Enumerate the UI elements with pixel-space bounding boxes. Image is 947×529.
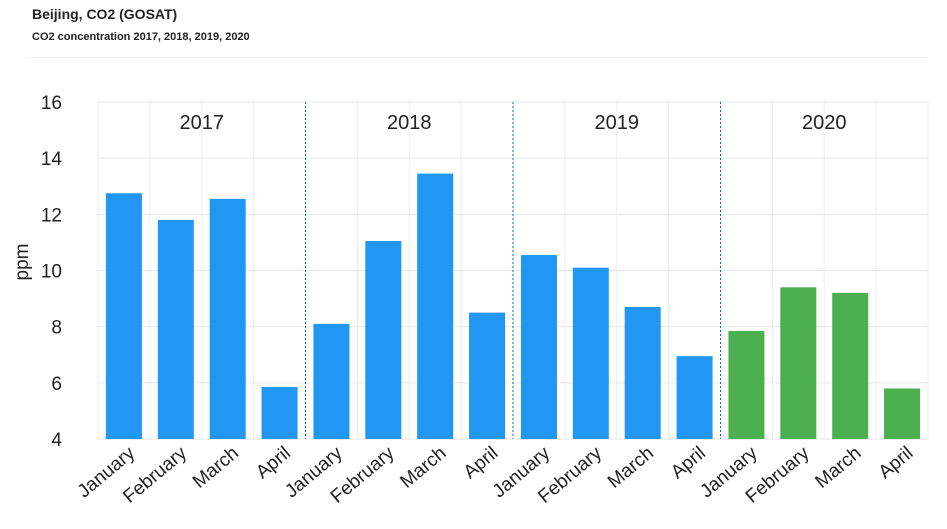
year-separators [305, 102, 721, 439]
bar [469, 312, 506, 439]
bar [365, 241, 402, 439]
year-group-label: 2019 [595, 112, 640, 134]
x-tick-label: March [189, 443, 243, 493]
year-group-label: 2020 [802, 112, 847, 134]
x-tick-label: March [604, 443, 658, 493]
year-group-label: 2018 [387, 112, 432, 134]
x-tick-label: April [667, 443, 710, 484]
bars [105, 173, 921, 440]
chart-title: Beijing, CO2 (GOSAT) [32, 6, 178, 22]
header-divider [28, 57, 928, 58]
year-group-label: 2017 [180, 112, 225, 134]
y-tick-label: 16 [41, 93, 62, 114]
y-axis-label: ppm [12, 244, 33, 281]
x-tick-label: April [252, 443, 295, 484]
bar [261, 387, 298, 439]
bar [105, 193, 142, 439]
bar [572, 267, 609, 439]
x-tick-label: March [396, 443, 450, 493]
y-tick-label: 6 [51, 374, 62, 395]
bar [417, 173, 454, 440]
chart-subtitle: CO2 concentration 2017, 2018, 2019, 2020 [32, 31, 250, 43]
bar [728, 330, 765, 439]
bar [780, 287, 817, 439]
x-tick-label: April [875, 443, 918, 484]
bar [157, 219, 194, 439]
y-tick-label: 4 [51, 430, 62, 451]
bar [676, 356, 713, 439]
y-tick-label: 8 [51, 318, 62, 339]
year-group-labels: 2017 2018 2019 2020 [180, 112, 847, 134]
x-tick-label: April [460, 443, 503, 484]
y-tick-labels: 4 6 8 10 12 14 16 [41, 93, 63, 451]
bar [313, 323, 350, 439]
y-tick-label: 10 [41, 262, 62, 283]
bar [209, 198, 246, 439]
bar [520, 255, 557, 439]
bar [832, 292, 869, 439]
y-tick-label: 14 [41, 149, 63, 170]
bar [884, 388, 921, 439]
x-tick-label: March [811, 443, 865, 493]
y-tick-label: 12 [41, 205, 62, 226]
bar [624, 307, 661, 439]
